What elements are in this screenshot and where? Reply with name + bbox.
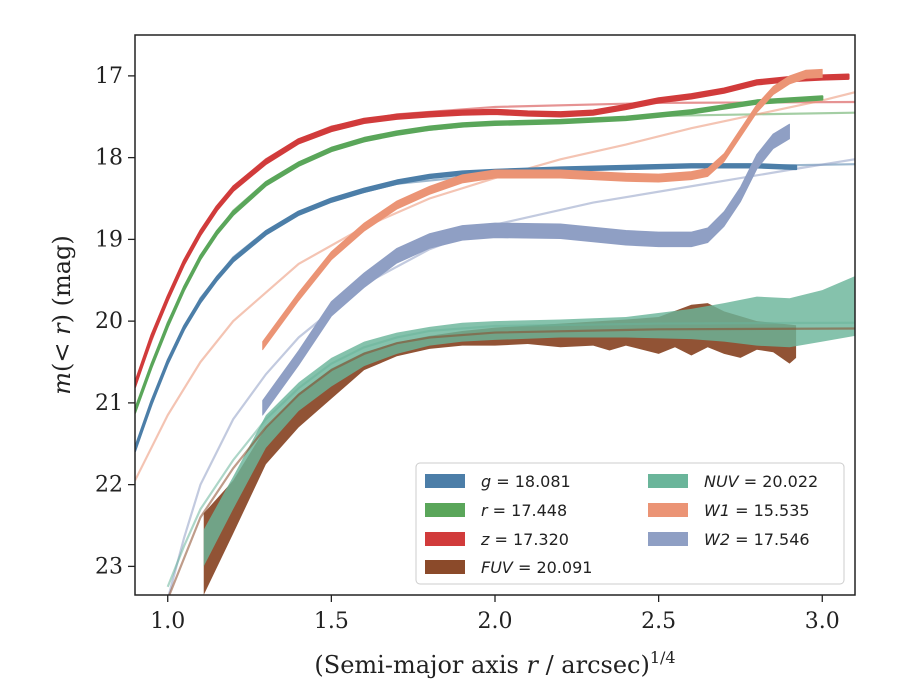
legend-label-w1: W1 = 15.535 xyxy=(704,501,810,520)
legend-box xyxy=(415,462,845,585)
y-tick-label: 18 xyxy=(95,146,123,171)
model-line-nuv xyxy=(166,321,855,588)
model-line-fuv xyxy=(168,327,855,595)
legend-label-fuv: FUV = 20.091 xyxy=(481,558,592,577)
y-tick-label: 22 xyxy=(95,473,123,498)
legend-swatch-nuv xyxy=(648,474,688,488)
y-tick-label: 19 xyxy=(95,227,123,252)
y-tick-label: 17 xyxy=(95,64,123,89)
legend-swatch-w1 xyxy=(648,503,688,517)
legend-swatch-fuv xyxy=(425,560,465,574)
profile-w1 xyxy=(262,68,823,351)
x-tick-label: 2.5 xyxy=(641,609,676,634)
x-tick-label: 2.0 xyxy=(478,609,513,634)
band-nuv xyxy=(203,276,855,567)
x-tick-label: 1.0 xyxy=(150,609,185,634)
plot-area xyxy=(135,68,855,595)
x-axis-label: (Semi-major axis r / arcsec)1/4 xyxy=(314,648,675,679)
legend-swatch-z xyxy=(425,532,465,546)
axes: 1.0 1.5 2.0 2.5 3.0 17 18 19 20 21 22 23 xyxy=(95,34,856,634)
legend-label-r: r = 17.448 xyxy=(481,501,567,520)
legend-label-nuv: NUV = 20.022 xyxy=(704,472,818,491)
y-axis-label: m(< r) (mag) xyxy=(48,235,76,395)
profile-r xyxy=(135,95,824,414)
legend-swatch-r xyxy=(425,503,465,517)
legend: g = 18.081 r = 17.448 z = 17.320 FUV = 20.0… xyxy=(415,462,845,585)
profile-w2 xyxy=(262,123,790,416)
legend-label-g: g = 18.081 xyxy=(481,472,571,491)
legend-swatch-w2 xyxy=(648,532,688,546)
x-tick-label: 1.5 xyxy=(314,609,349,634)
legend-swatch-g xyxy=(425,474,465,488)
profile-z xyxy=(135,73,850,389)
y-tick-label: 21 xyxy=(95,391,123,416)
x-tick-label: 3.0 xyxy=(805,609,840,634)
model-line-w1 xyxy=(135,91,855,482)
y-tick-label: 23 xyxy=(95,554,123,579)
legend-label-z: z = 17.320 xyxy=(480,530,569,549)
legend-label-w2: W2 = 17.546 xyxy=(704,530,810,549)
y-tick-label: 20 xyxy=(95,309,123,334)
band-fuv xyxy=(203,303,797,595)
profile-g xyxy=(135,163,798,453)
